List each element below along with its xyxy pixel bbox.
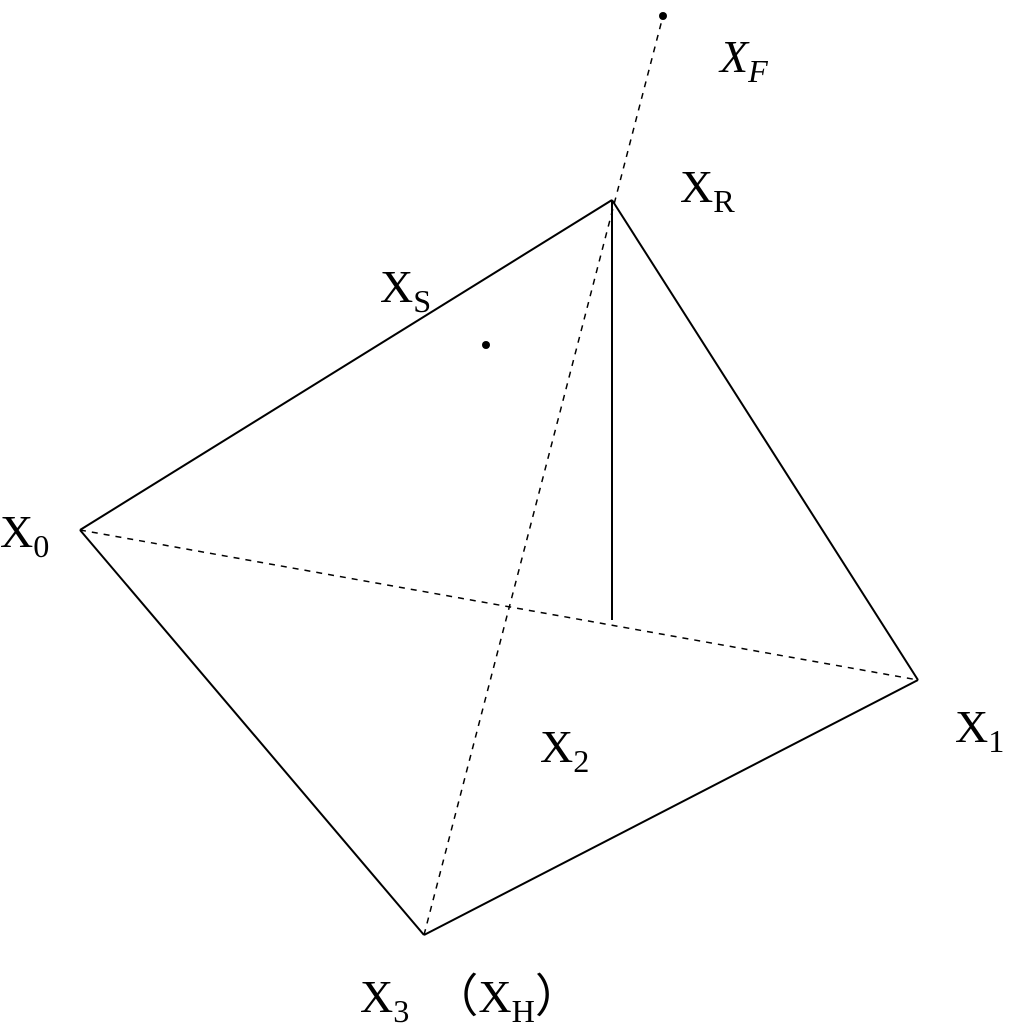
edge-x3-x1 — [424, 680, 918, 935]
label-xr: XR — [680, 160, 735, 220]
edge-x0-x1-dashed — [80, 530, 918, 680]
label-x0: X0 — [0, 505, 49, 565]
label-xf: XF — [720, 30, 768, 90]
label-x3: X3 （XH） — [360, 960, 581, 1030]
edge-x0-xr — [80, 200, 612, 530]
edge-x3-xf-dashed — [424, 16, 663, 935]
edge-x0-x3 — [80, 530, 424, 935]
label-xs: XS — [380, 260, 431, 320]
marker-xs — [482, 341, 490, 349]
label-x2: X2 — [540, 720, 589, 780]
label-x1: X1 — [955, 700, 1004, 760]
edge-xr-x1 — [612, 200, 918, 680]
marker-xf — [659, 12, 667, 20]
simplex-diagram — [0, 0, 1021, 1032]
